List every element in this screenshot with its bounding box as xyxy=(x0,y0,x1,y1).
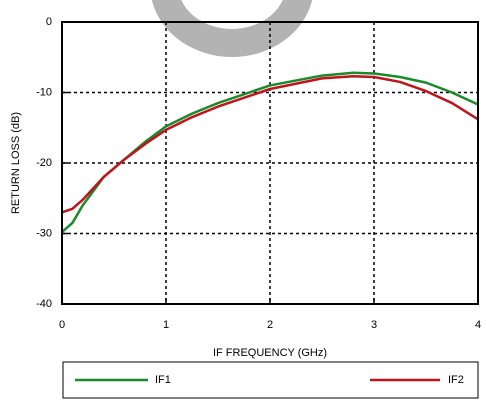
series-line xyxy=(61,71,479,234)
series-line xyxy=(61,75,479,214)
legend-label: IF1 xyxy=(155,374,171,386)
x-axis-label: IF FREQUENCY (GHz) xyxy=(213,347,327,359)
watermark-ring xyxy=(151,0,313,57)
y-tick-label: -20 xyxy=(36,157,52,169)
x-tick-label: 1 xyxy=(163,319,169,331)
legend-box xyxy=(62,361,479,399)
x-tick-label: 3 xyxy=(371,319,377,331)
y-tick-label: -40 xyxy=(36,298,52,310)
x-tick-label: 0 xyxy=(59,319,65,331)
x-tick-label: 4 xyxy=(475,319,481,331)
plot-frame xyxy=(61,21,479,305)
y-tick-label: 0 xyxy=(46,16,52,28)
watermark xyxy=(151,0,313,57)
x-tick-label: 2 xyxy=(267,319,273,331)
y-tick-label: -30 xyxy=(36,227,52,239)
y-tick-label: -10 xyxy=(36,86,52,98)
y-axis-label: RETURN LOSS (dB) xyxy=(10,112,22,214)
legend-label: IF2 xyxy=(448,374,464,386)
